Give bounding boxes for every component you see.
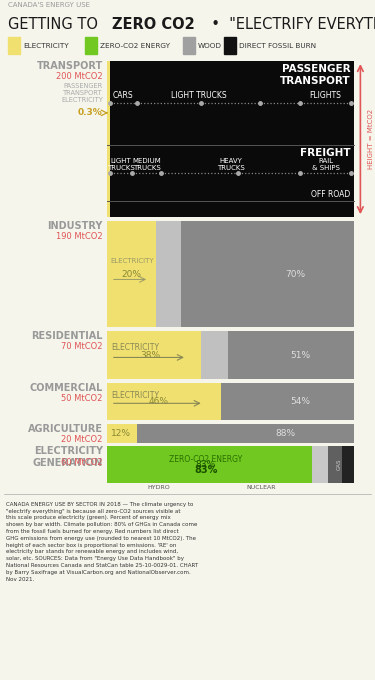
Bar [107,383,221,420]
Text: FREIGHT: FREIGHT [300,148,350,158]
Bar [8,37,20,54]
Text: LIGHT
TRUCKS: LIGHT TRUCKS [107,158,135,171]
Text: 60 MtCO2: 60 MtCO2 [62,458,103,466]
Text: ELECTRICITY: ELECTRICITY [111,343,159,352]
Text: ZERO CO2: ZERO CO2 [112,17,195,32]
Text: FLIGHTS: FLIGHTS [310,91,342,100]
Text: 54%: 54% [290,397,310,406]
Text: COAL: COAL [318,458,323,472]
Text: COMMERCIAL: COMMERCIAL [30,383,103,393]
Bar [107,61,110,217]
Text: •  "ELECTRIFY EVERYTHING": • "ELECTRIFY EVERYTHING" [202,17,375,32]
Text: INDUSTRY: INDUSTRY [48,221,103,231]
Bar [228,331,354,379]
Bar [181,221,354,327]
Bar [201,331,228,379]
Text: 88%: 88% [275,429,295,438]
Text: 83%: 83% [194,465,217,475]
Text: 20%: 20% [122,269,142,279]
Text: AGRICULTURE: AGRICULTURE [28,424,103,434]
Text: 46%: 46% [149,397,169,406]
Bar [183,37,195,54]
Text: 12%: 12% [111,429,130,438]
Text: CANADA'S ENERGY USE: CANADA'S ENERGY USE [8,1,90,7]
Text: LIGHT TRUCKS: LIGHT TRUCKS [171,91,226,100]
Bar [107,331,201,379]
Text: OFF ROAD: OFF ROAD [311,190,350,199]
Text: 50 MtCO2: 50 MtCO2 [62,394,103,403]
Bar [156,221,181,327]
Text: DIRECT FOSSIL BURN: DIRECT FOSSIL BURN [239,43,316,49]
Text: HEAVY
TRUCKS: HEAVY TRUCKS [217,158,244,171]
Bar [221,383,354,420]
Text: MEDIUM
TRUCKS: MEDIUM TRUCKS [132,158,161,171]
Text: ZERO-CO2 ENERGY: ZERO-CO2 ENERGY [169,455,243,464]
Text: RESIDENTIAL: RESIDENTIAL [32,331,103,341]
Text: HYDRO: HYDRO [147,485,170,490]
Bar [312,447,328,483]
Bar [85,37,97,54]
Text: GAS: GAS [337,459,342,471]
Bar [110,61,354,217]
Text: CANADA ENERGY USE BY SECTOR IN 2018 — The climate urgency to
"electrify everythi: CANADA ENERGY USE BY SECTOR IN 2018 — Th… [6,502,198,581]
Text: ELECTRICITY
GENERATION: ELECTRICITY GENERATION [33,447,103,468]
Text: ZERO-CO2 ENERGY: ZERO-CO2 ENERGY [100,43,170,49]
Text: 0.3%: 0.3% [78,108,103,118]
Text: 200 MtCO2: 200 MtCO2 [56,72,103,82]
Bar [107,221,156,327]
Bar [328,447,342,483]
Bar [136,424,354,443]
Text: PASSENGER
TRANSPORT: PASSENGER TRANSPORT [280,64,350,86]
Bar [107,447,312,483]
Bar [107,424,136,443]
Text: 83%: 83% [196,460,216,469]
Text: 20 MtCO2: 20 MtCO2 [62,435,103,444]
Text: NUCLEAR: NUCLEAR [247,485,276,490]
Text: ELECTRICITY: ELECTRICITY [23,43,69,49]
Text: 38%: 38% [140,351,160,360]
Text: HEIGHT = MtCO2: HEIGHT = MtCO2 [368,109,374,169]
Bar [224,37,236,54]
Text: TRANSPORT: TRANSPORT [37,61,103,71]
Text: WOOD: WOOD [198,43,222,49]
Text: PASSENGER
TRANSPORT
ELECTRICITY: PASSENGER TRANSPORT ELECTRICITY [61,83,103,103]
Text: ELECTRICITY: ELECTRICITY [111,391,159,401]
Text: 70%: 70% [285,269,305,279]
Bar [342,447,354,483]
Text: ELECTRICITY: ELECTRICITY [111,258,154,265]
Text: CARS: CARS [113,91,134,100]
Text: 51%: 51% [290,351,310,360]
Text: 190 MtCO2: 190 MtCO2 [56,232,103,241]
Text: 70 MtCO2: 70 MtCO2 [62,342,103,352]
Text: RAIL
& SHIPS: RAIL & SHIPS [312,158,340,171]
Text: GETTING TO: GETTING TO [8,17,102,32]
